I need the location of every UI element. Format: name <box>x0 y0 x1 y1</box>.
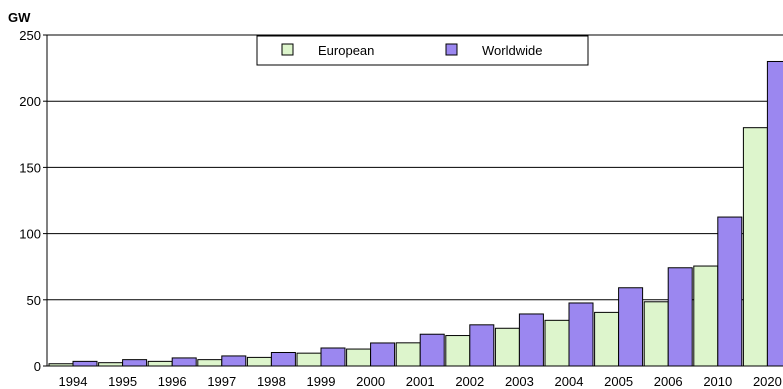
x-tick-label: 1995 <box>108 374 137 389</box>
bar-worldwide-2005 <box>618 287 644 367</box>
y-axis-label: GW <box>8 10 31 25</box>
x-tick-label: 2003 <box>505 374 534 389</box>
bar-worldwide-1997 <box>221 355 247 367</box>
legend-label-worldwide: Worldwide <box>482 43 542 58</box>
bar-european-1996 <box>147 360 173 367</box>
bar-european-2001 <box>395 342 421 367</box>
y-axis-ticks: 0 50 100 150 200 250 <box>19 28 47 374</box>
bar-european-2002 <box>445 335 471 367</box>
gridlines <box>47 34 783 301</box>
x-tick-label: 2005 <box>604 374 633 389</box>
y-tick-label: 150 <box>19 160 41 175</box>
bar-european-2004 <box>544 319 570 367</box>
bar-worldwide-1994 <box>72 360 98 367</box>
bar-european-1997 <box>197 359 223 367</box>
x-tick-label: 2004 <box>555 374 584 389</box>
y-tick-label: 200 <box>19 94 41 109</box>
x-tick-label: 2006 <box>654 374 683 389</box>
legend-box <box>256 35 589 66</box>
x-tick-label: 2002 <box>455 374 484 389</box>
y-tick-label: 100 <box>19 227 41 242</box>
bar-european-1998 <box>246 356 272 367</box>
x-tick-label: 1994 <box>59 374 88 389</box>
y-tick-label: 50 <box>27 293 41 308</box>
bar-worldwide-1999 <box>320 347 346 367</box>
x-tick-label: 1998 <box>257 374 286 389</box>
x-tick-label: 2000 <box>356 374 385 389</box>
bar-worldwide-2004 <box>568 302 594 367</box>
bar-european-2000 <box>346 348 372 367</box>
y-tick-label: 250 <box>19 28 41 43</box>
bar-worldwide-2010 <box>717 216 743 367</box>
bar-european-2003 <box>494 327 520 367</box>
bar-worldwide-2002 <box>469 324 495 367</box>
x-tick-label: 2020 <box>753 374 782 389</box>
bar-worldwide-1996 <box>171 357 197 367</box>
bar-worldwide-2001 <box>419 333 445 367</box>
x-tick-label: 2010 <box>703 374 732 389</box>
x-tick-label: 2001 <box>406 374 435 389</box>
bar-worldwide-1995 <box>122 359 148 367</box>
legend-label-european: European <box>318 43 374 58</box>
legend-swatch-worldwide <box>445 43 458 56</box>
bar-european-1999 <box>296 352 322 367</box>
bars <box>48 60 783 367</box>
x-tick-label: 1996 <box>158 374 187 389</box>
bar-european-2010 <box>693 265 719 367</box>
bar-worldwide-2020 <box>766 60 783 367</box>
bar-worldwide-2003 <box>518 313 544 367</box>
bar-worldwide-2000 <box>370 342 396 367</box>
bar-european-2020 <box>742 127 768 367</box>
x-axis-ticks: 1994 1995 1996 1997 1998 1999 2000 2001 2002 2003… <box>59 374 782 389</box>
bar-european-2006 <box>643 301 669 367</box>
x-tick-label: 1999 <box>307 374 336 389</box>
bar-european-2005 <box>594 311 620 367</box>
legend-swatch-european <box>281 43 294 56</box>
x-tick-label: 1997 <box>207 374 236 389</box>
bar-worldwide-2006 <box>667 267 693 367</box>
y-tick-label: 0 <box>34 359 41 374</box>
legend: European Worldwide <box>256 35 589 66</box>
bar-worldwide-1998 <box>270 351 296 367</box>
